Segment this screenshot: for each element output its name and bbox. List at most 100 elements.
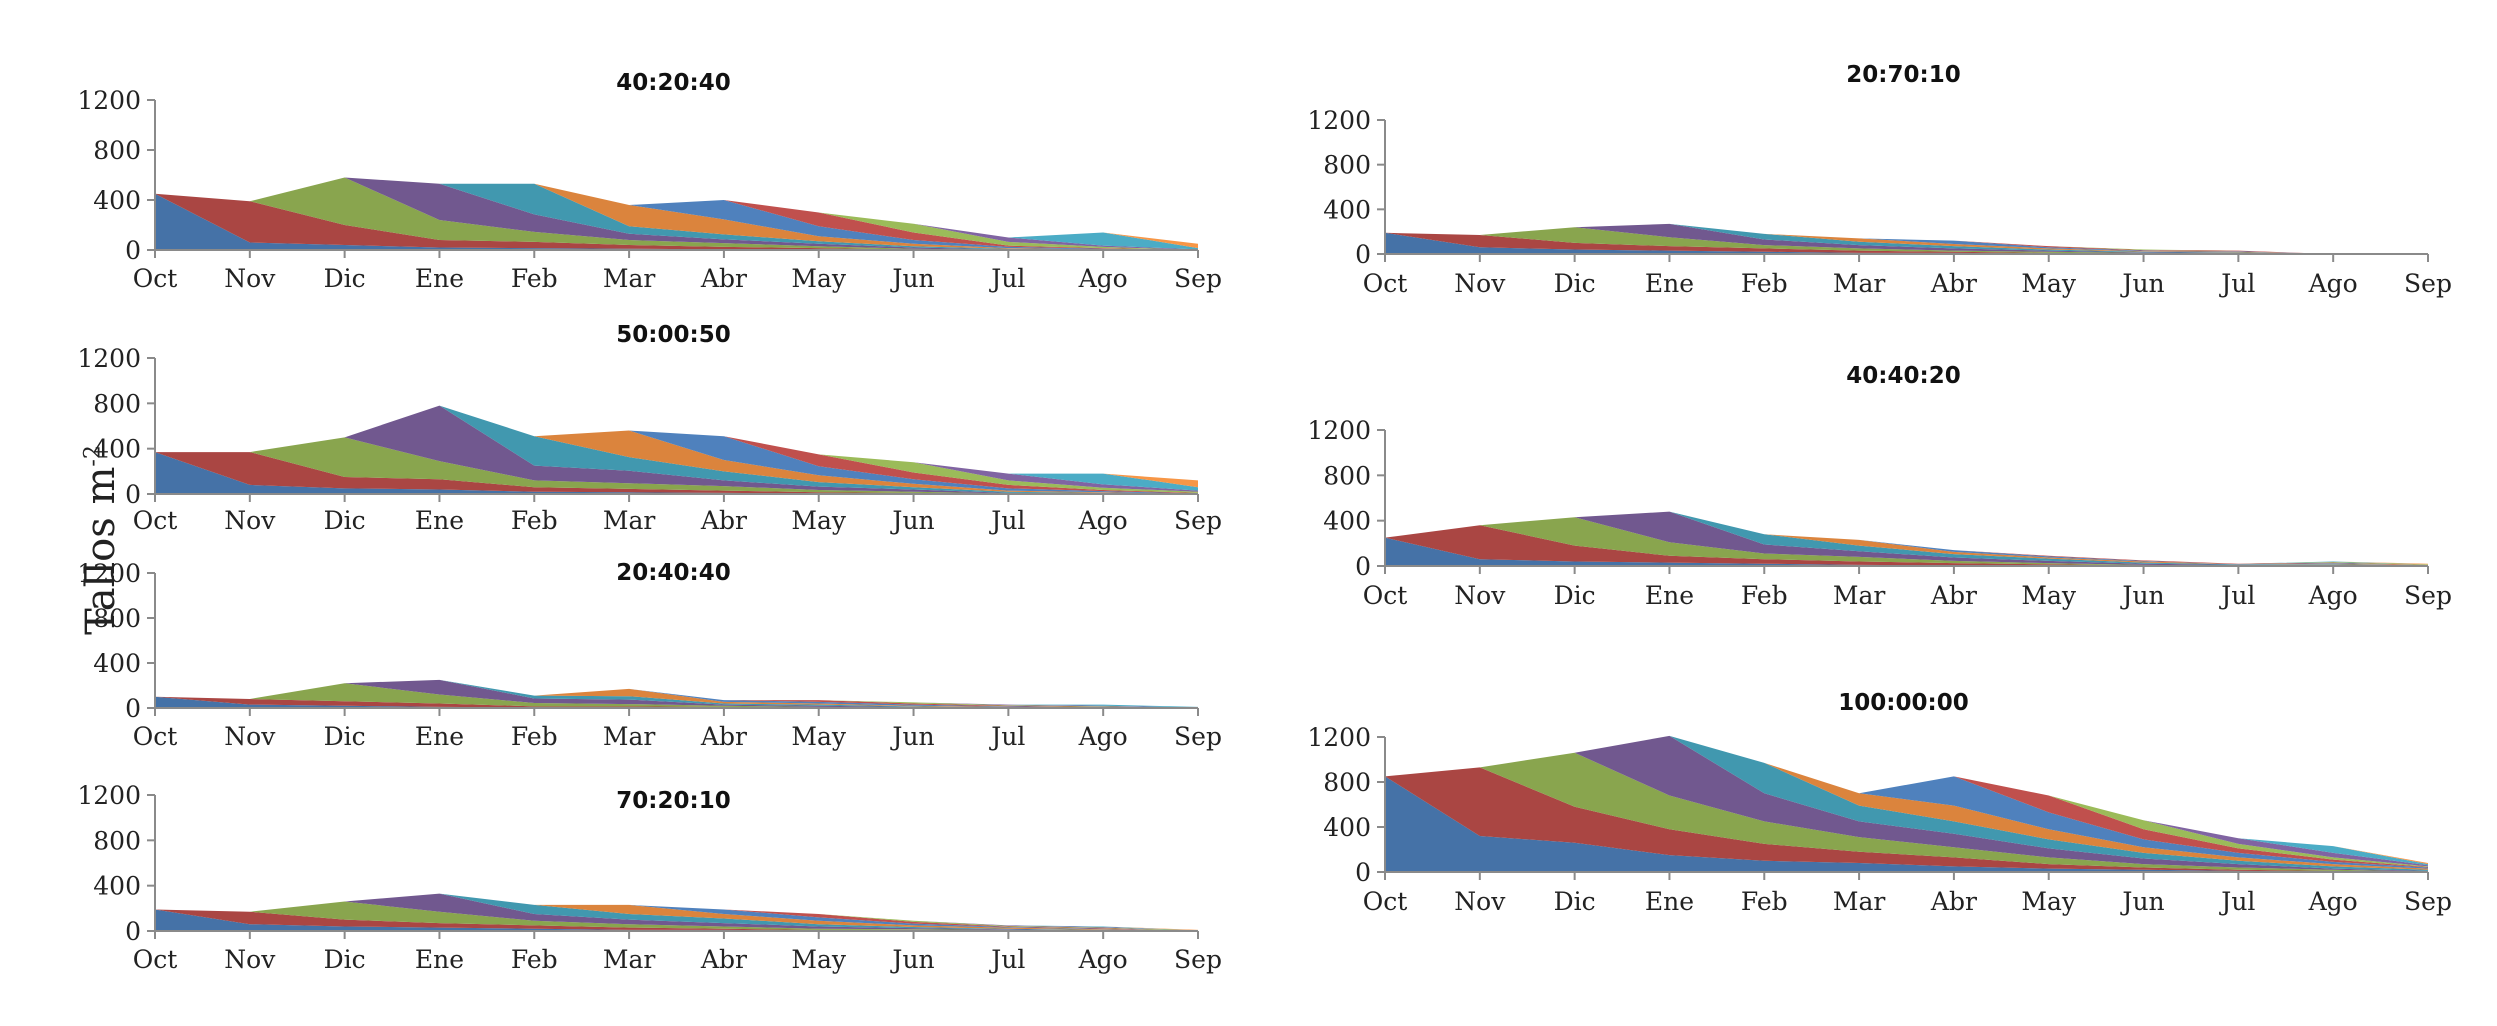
x-tick-label: Mar — [603, 945, 656, 974]
x-tick-label: Oct — [1363, 887, 1408, 916]
y-tick-label: 0 — [1355, 858, 1371, 887]
x-tick-label: Sep — [1174, 264, 1222, 293]
area-series-2 — [1385, 525, 2428, 566]
x-tick-label: Oct — [133, 264, 178, 293]
area-series-6 — [155, 405, 1198, 494]
chart-title: 100:00:00 — [1838, 690, 1968, 716]
y-tick-label: 0 — [125, 480, 141, 509]
x-tick-label: Mar — [1833, 269, 1886, 298]
area-series-4 — [155, 405, 1198, 494]
area-series-6 — [1385, 735, 2428, 870]
x-tick-label: Abr — [1930, 581, 1977, 610]
area-series-4 — [1385, 735, 2428, 872]
area-series-11 — [155, 893, 1198, 931]
x-tick-label: Nov — [224, 264, 276, 293]
x-tick-label: Nov — [224, 506, 276, 535]
x-tick-label: Sep — [2404, 581, 2452, 610]
area-series-4 — [155, 177, 1198, 250]
y-tick-label: 400 — [1323, 507, 1371, 536]
x-tick-label: Dic — [1554, 269, 1596, 298]
area-series-2 — [155, 452, 1198, 494]
area-series-6 — [155, 177, 1198, 250]
chart-title: 40:20:40 — [616, 70, 730, 96]
x-tick-label: Oct — [1363, 269, 1408, 298]
x-tick-label: Mar — [603, 264, 656, 293]
x-tick-label: Ene — [415, 945, 464, 974]
chart-panel-2: 0 400 800 1200 Oct Nov Dic Ene Feb Mar Abr May Jun Ju… — [77, 322, 1222, 535]
x-tick-label: Mar — [1833, 887, 1886, 916]
x-tick-label: Ene — [1645, 887, 1694, 916]
chart-panel-5: 0 400 800 1200 Oct Nov Dic Ene Feb Mar Abr May Jun Ju… — [1307, 62, 2452, 298]
chart-title: 20:70:10 — [1846, 62, 1960, 88]
x-tick-label: May — [2021, 269, 2077, 298]
area-series-4 — [1385, 223, 2428, 254]
y-tick-label: 800 — [93, 389, 141, 418]
x-tick-label: Jun — [889, 264, 934, 293]
y-tick-label: 400 — [93, 649, 141, 678]
area-series-3 — [155, 683, 1198, 708]
x-tick-label: Ago — [2308, 887, 2358, 916]
area-series-11 — [155, 405, 1198, 491]
area-series-8 — [1385, 735, 2428, 868]
chart-panel-3: 0 400 800 1200 Oct Nov Dic Ene Feb Mar Abr May Jun Ju… — [77, 559, 1222, 751]
x-tick-label: Ago — [1078, 506, 1128, 535]
y-tick-label: 400 — [1323, 195, 1371, 224]
x-tick-label: Ago — [1078, 945, 1128, 974]
y-tick-label: 1200 — [1307, 416, 1371, 445]
x-tick-label: Ene — [1645, 269, 1694, 298]
x-tick-label: Nov — [224, 722, 276, 751]
area-series-4 — [155, 893, 1198, 931]
x-tick-label: Ago — [1078, 722, 1128, 751]
y-tick-label: 1200 — [77, 344, 141, 373]
x-tick-label: Jun — [2119, 887, 2164, 916]
x-tick-label: Jun — [2119, 269, 2164, 298]
x-tick-label: Jun — [889, 945, 934, 974]
area-series-1 — [155, 452, 1198, 494]
area-series-9 — [155, 177, 1198, 250]
area-series-3 — [1385, 517, 2428, 566]
y-tick-label: 0 — [125, 694, 141, 723]
y-tick-label: 400 — [93, 186, 141, 215]
area-series-9 — [155, 405, 1198, 493]
area-series-1 — [155, 696, 1198, 708]
x-tick-label: Feb — [1741, 887, 1788, 916]
x-tick-label: Oct — [133, 506, 178, 535]
x-tick-label: Jul — [2218, 887, 2255, 916]
area-series-3 — [1385, 227, 2428, 254]
x-tick-label: Jun — [889, 506, 934, 535]
x-tick-label: May — [2021, 581, 2077, 610]
y-tick-label: 1200 — [1307, 106, 1371, 135]
area-series-4 — [155, 679, 1198, 708]
x-tick-label: Feb — [511, 945, 558, 974]
area-series-1 — [1385, 776, 2428, 872]
x-tick-label: Mar — [603, 722, 656, 751]
x-tick-label: May — [791, 506, 847, 535]
y-tick-label: 1200 — [77, 781, 141, 810]
x-tick-label: Jul — [988, 722, 1025, 751]
x-tick-label: Feb — [1741, 581, 1788, 610]
y-tick-label: 400 — [93, 872, 141, 901]
x-tick-label: Dic — [324, 506, 366, 535]
x-tick-label: Oct — [1363, 581, 1408, 610]
x-tick-label: Dic — [1554, 581, 1596, 610]
area-series-2 — [1385, 767, 2428, 872]
y-tick-label: 800 — [1323, 768, 1371, 797]
chart-panel-7: 0 400 800 1200 Oct Nov Dic Ene Feb Mar Abr May Jun Ju… — [1307, 690, 2452, 916]
x-tick-label: Jul — [988, 264, 1025, 293]
area-series-1 — [1385, 537, 2428, 566]
x-tick-label: Abr — [700, 506, 747, 535]
y-tick-label: 800 — [93, 826, 141, 855]
area-series-1 — [155, 909, 1198, 931]
x-tick-label: Ago — [2308, 269, 2358, 298]
x-tick-label: Nov — [224, 945, 276, 974]
y-tick-label: 800 — [1323, 151, 1371, 180]
x-tick-label: Sep — [1174, 722, 1222, 751]
y-tick-label: 0 — [1355, 552, 1371, 581]
y-tick-label: 800 — [1323, 461, 1371, 490]
chart-panel-4: 0 400 800 1200 Oct Nov Dic Ene Feb Mar Abr May Jun Ju… — [77, 781, 1222, 974]
x-tick-label: Nov — [1454, 887, 1506, 916]
x-tick-label: Abr — [700, 264, 747, 293]
x-tick-label: Jun — [889, 722, 934, 751]
area-series-3 — [155, 437, 1198, 494]
